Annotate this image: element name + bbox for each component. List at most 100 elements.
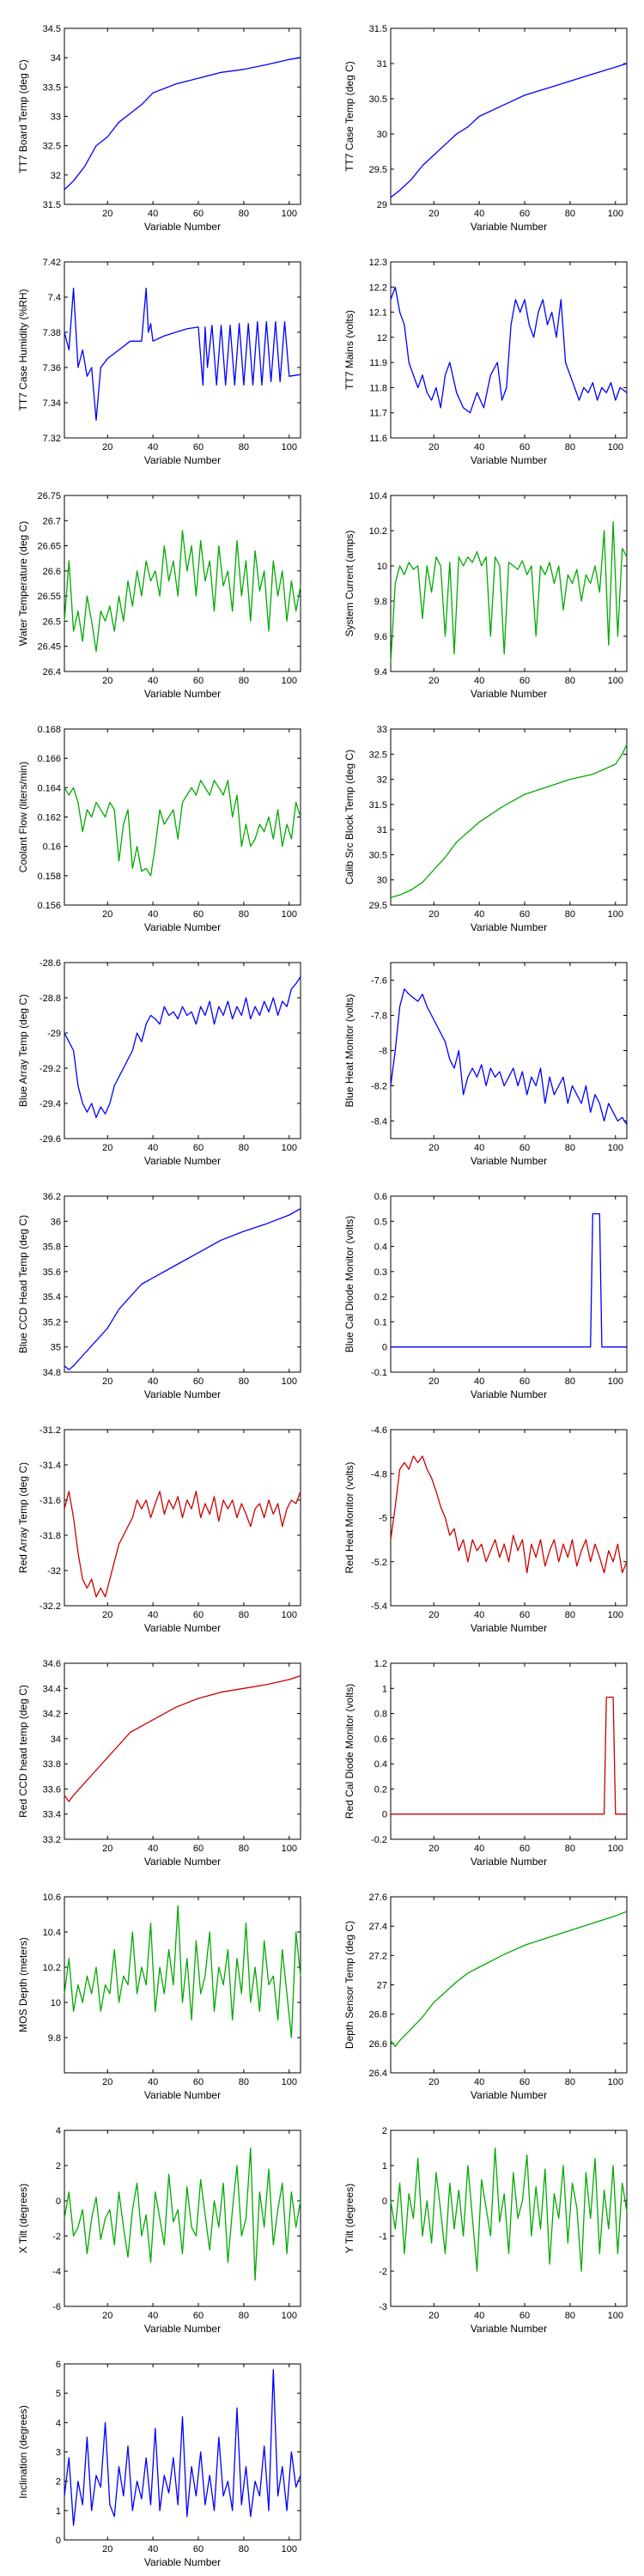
y-tick-label: 0: [382, 2196, 387, 2207]
y-tick-label: 11.8: [369, 383, 387, 393]
chart-panel-8: 20 40 60 80 100 29.5 30 30.5 31 31.5 32 32.5 33 Varia…: [343, 725, 628, 933]
series-line: [391, 1212, 627, 1348]
y-tick-label: 26.6: [369, 2039, 387, 2050]
y-tick-label: 11.9: [369, 358, 387, 368]
y-tick-label: 33.6: [43, 1784, 61, 1795]
y-tick-label: -31.2: [39, 1425, 61, 1436]
x-axis-label: Variable Number: [471, 1155, 547, 1167]
y-tick-label: 0.5: [374, 1217, 387, 1227]
x-tick-label: 60: [519, 442, 530, 453]
x-tick-label: 100: [608, 209, 623, 219]
y-tick-label: 2: [382, 2126, 387, 2136]
x-tick-label: 100: [282, 909, 297, 920]
x-tick-label: 80: [239, 1844, 249, 1854]
x-tick-label: 20: [102, 1610, 112, 1620]
y-tick-label: 0.158: [37, 872, 61, 882]
x-tick-label: 80: [565, 1376, 575, 1387]
y-tick-label: 7.42: [43, 258, 61, 268]
chart-panel-19: 20 40 60 80 100 -6 -4 -2 0 2 4 Variable Number X Til…: [17, 2126, 301, 2335]
x-axis-label: Variable Number: [471, 1388, 547, 1400]
series-line: [390, 286, 628, 414]
y-tick-label: 0.2: [374, 1292, 387, 1303]
x-tick-label: 100: [608, 2077, 623, 2087]
series-line: [64, 1491, 301, 1598]
y-tick-label: 35.8: [43, 1242, 61, 1253]
series-line: [64, 976, 301, 1119]
y-axis-label: Coolant Flow (liters/min): [17, 762, 29, 872]
x-tick-label: 40: [148, 2311, 158, 2321]
x-tick-label: 60: [193, 2544, 204, 2555]
y-tick-label: 7.32: [43, 434, 61, 444]
y-tick-label: 35.6: [43, 1267, 61, 1278]
x-axis-label: Variable Number: [471, 1622, 547, 1634]
x-tick-label: 40: [474, 2311, 484, 2321]
x-tick-label: 40: [148, 209, 158, 219]
chart-panel-13: 20 40 60 80 100 -32.2 -32 -31.8 -31.6 -31.4 -31.2 V…: [17, 1425, 301, 1634]
chart-panel-5: 20 40 60 80 100 26.4 26.45 26.5 26.55 26.6 26.65 26…: [17, 491, 301, 700]
y-tick-label: -2: [379, 2267, 387, 2277]
x-tick-label: 80: [565, 1844, 575, 1854]
x-tick-label: 20: [102, 909, 112, 920]
plot-frame: [390, 261, 628, 439]
plot-frame: [390, 962, 628, 1139]
y-tick-label: -7.6: [371, 976, 387, 987]
y-tick-label: 1.2: [374, 1659, 387, 1669]
chart-panel-14: 20 40 60 80 100 -5.4 -5.2 -5 -4.8 -4.6 Variable Nu…: [343, 1425, 628, 1634]
x-tick-label: 60: [193, 2077, 204, 2087]
plot-frame: [390, 2129, 628, 2307]
y-axis-label: TT7 Case Temp (deg C): [343, 61, 355, 172]
y-tick-label: -2: [52, 2232, 61, 2242]
x-tick-label: 80: [565, 676, 575, 686]
x-tick-label: 20: [428, 209, 439, 219]
y-tick-label: 26.65: [37, 542, 61, 552]
y-tick-label: 4: [56, 2418, 61, 2428]
x-tick-label: 40: [148, 909, 158, 920]
plot-frame: [64, 1195, 301, 1373]
x-axis-label: Variable Number: [144, 454, 221, 466]
x-axis-label: Variable Number: [144, 921, 221, 933]
series-line: [390, 1911, 628, 2047]
y-tick-label: -29: [47, 1029, 61, 1039]
x-tick-label: 80: [239, 909, 249, 920]
series-line: [64, 288, 301, 422]
y-tick-label: 0.164: [37, 783, 61, 793]
x-axis-label: Variable Number: [144, 2089, 221, 2101]
x-axis-label: Variable Number: [471, 221, 547, 233]
y-tick-label: 11.6: [369, 434, 387, 444]
y-tick-label: -8.2: [371, 1082, 387, 1092]
y-axis-label: Y Tilt (degrees): [343, 2184, 355, 2253]
y-tick-label: -32: [47, 1566, 61, 1577]
series-line: [64, 2147, 301, 2281]
x-tick-label: 60: [193, 1610, 204, 1620]
plot-frame: [390, 1662, 628, 1840]
x-tick-label: 100: [608, 909, 623, 920]
y-tick-label: 31: [377, 825, 387, 835]
plot-frame: [64, 1896, 301, 2074]
y-tick-label: 33: [377, 725, 387, 735]
y-tick-label: -0.2: [371, 1835, 387, 1845]
x-tick-label: 60: [519, 1610, 530, 1620]
y-tick-label: -0.1: [371, 1368, 387, 1378]
plot-frame: [64, 495, 301, 672]
chart-panel-1: 20 40 60 80 100 31.5 32 32.5 33 33.5 34 34.5 Variabl…: [17, 24, 301, 233]
x-axis-label: Variable Number: [144, 1155, 221, 1167]
x-tick-label: 80: [565, 2077, 575, 2087]
y-tick-label: 6: [56, 2360, 61, 2370]
y-tick-label: -7.8: [371, 1012, 387, 1022]
x-tick-label: 100: [282, 2077, 297, 2087]
x-tick-label: 40: [474, 1610, 484, 1620]
y-tick-label: 10.6: [43, 1893, 61, 1903]
x-axis-label: Variable Number: [144, 2323, 221, 2335]
y-tick-label: -29.2: [39, 1064, 61, 1074]
x-tick-label: 80: [239, 676, 249, 686]
series-line: [391, 1696, 627, 1815]
y-axis-label: Inclination (degrees): [17, 2405, 29, 2499]
x-tick-label: 100: [608, 676, 623, 686]
y-tick-label: 3: [56, 2448, 61, 2458]
y-axis-label: X Tilt (degrees): [17, 2184, 29, 2253]
y-tick-label: 0.166: [37, 754, 61, 764]
y-tick-label: 1: [56, 2506, 61, 2517]
chart-panel-20: 20 40 60 80 100 -3 -2 -1 0 1 2 Variable Number Y Til…: [343, 2126, 628, 2335]
y-tick-label: 30.5: [369, 94, 387, 105]
plot-frame: [64, 1662, 301, 1840]
